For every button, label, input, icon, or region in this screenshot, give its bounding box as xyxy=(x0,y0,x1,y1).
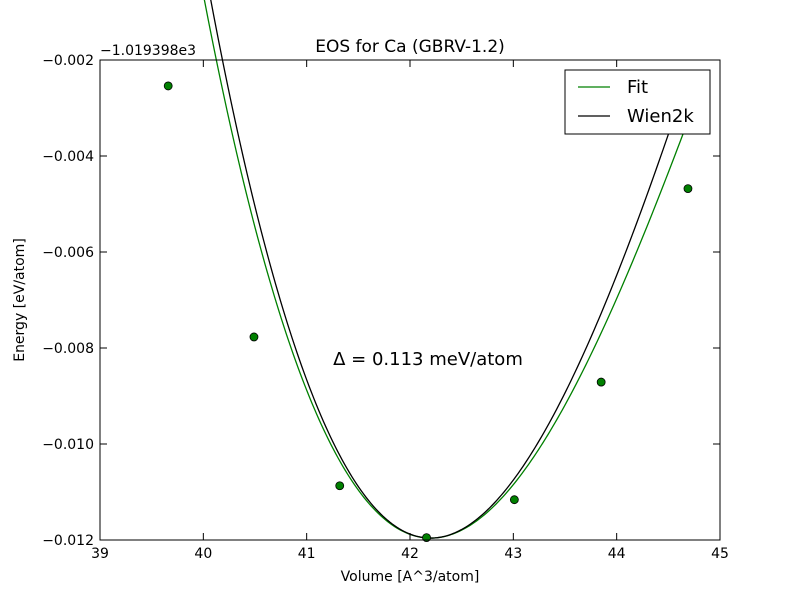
y-tick-label: −0.008 xyxy=(42,341,94,357)
y-offset-text: −1.019398e3 xyxy=(100,43,196,59)
x-tick-label: 40 xyxy=(194,546,212,562)
data-point xyxy=(249,332,259,342)
x-tick-label: 43 xyxy=(504,546,522,562)
delta-annotation: Δ = 0.113 meV/atom xyxy=(333,349,523,370)
x-tick-label: 45 xyxy=(711,546,729,562)
data-point xyxy=(509,495,519,505)
x-tick-label: 44 xyxy=(608,546,626,562)
y-tick-label: −0.004 xyxy=(42,149,94,165)
y-axis-label: Energy [eV/atom] xyxy=(12,238,28,362)
legend: Fit Wien2k xyxy=(564,69,711,135)
data-point xyxy=(683,184,693,194)
x-tick-label: 42 xyxy=(401,546,419,562)
y-tick-label: −0.010 xyxy=(42,437,94,453)
plot-layer: 39 40 41 42 43 44 45 −0.012 −0.010 −0.008 −0.006 −0… xyxy=(42,0,729,562)
legend-wien2k-label: Wien2k xyxy=(627,106,694,127)
x-tick-label: 39 xyxy=(91,546,109,562)
data-point xyxy=(596,377,606,387)
y-tick-label: −0.012 xyxy=(42,533,94,549)
x-axis-label: Volume [A^3/atom] xyxy=(341,569,480,585)
data-point xyxy=(163,81,173,91)
chart-title: EOS for Ca (GBRV-1.2) xyxy=(315,37,505,57)
x-tick-label: 41 xyxy=(298,546,316,562)
legend-box xyxy=(564,69,711,135)
data-point xyxy=(335,481,345,491)
y-tick-label: −0.002 xyxy=(42,53,94,69)
y-tick-label: −0.006 xyxy=(42,245,94,261)
legend-fit-label: Fit xyxy=(627,77,648,98)
